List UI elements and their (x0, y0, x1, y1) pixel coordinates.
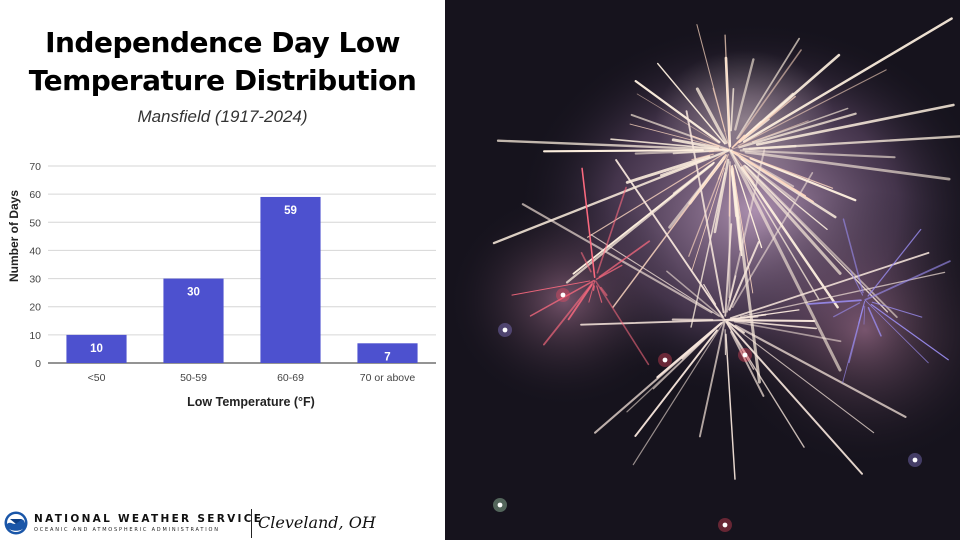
noaa-logo-icon (4, 511, 28, 535)
y-tick-label: 20 (29, 302, 41, 314)
agency-subtitle: OCEANIC AND ATMOSPHERIC ADMINISTRATION (34, 527, 220, 533)
fireworks-photo (445, 0, 960, 540)
office-name: Cleveland, OH (258, 513, 376, 532)
x-tick-label: 70 or above (360, 372, 416, 384)
x-tick-label: <50 (88, 372, 106, 384)
y-tick-label: 60 (29, 189, 41, 201)
y-tick-label: 0 (35, 358, 41, 370)
y-tick-label: 70 (29, 161, 41, 173)
chart-panel: Independence Day Low Temperature Distrib… (0, 0, 445, 540)
chart-subtitle: Mansfield (1917-2024) (0, 107, 445, 127)
agency-name: NATIONAL WEATHER SERVICE (34, 513, 263, 525)
data-label: 30 (187, 287, 200, 299)
x-tick-label: 50-59 (180, 372, 207, 384)
data-label: 10 (90, 343, 103, 355)
y-tick-label: 40 (29, 245, 41, 257)
y-tick-label: 50 (29, 217, 41, 229)
title-line-1: Independence Day Low (0, 24, 445, 62)
y-axis-label: Number of Days (7, 190, 21, 282)
x-axis-label: Low Temperature (°F) (187, 395, 315, 409)
page-title: Independence Day Low Temperature Distrib… (0, 24, 445, 100)
data-label: 7 (384, 351, 390, 363)
y-tick-label: 30 (29, 274, 41, 286)
title-line-2: Temperature Distribution (0, 62, 445, 100)
data-label: 59 (284, 205, 297, 217)
bar (260, 197, 320, 363)
footer-divider (251, 509, 252, 538)
footer: NATIONAL WEATHER SERVICE OCEANIC AND ATM… (0, 505, 445, 541)
x-tick-label: 60-69 (277, 372, 304, 384)
y-tick-label: 10 (29, 330, 41, 342)
bar-chart: 0 10 20 30 40 50 60 70 10 <50 30 50-59 59 60-69 7 70 or… (0, 150, 445, 420)
